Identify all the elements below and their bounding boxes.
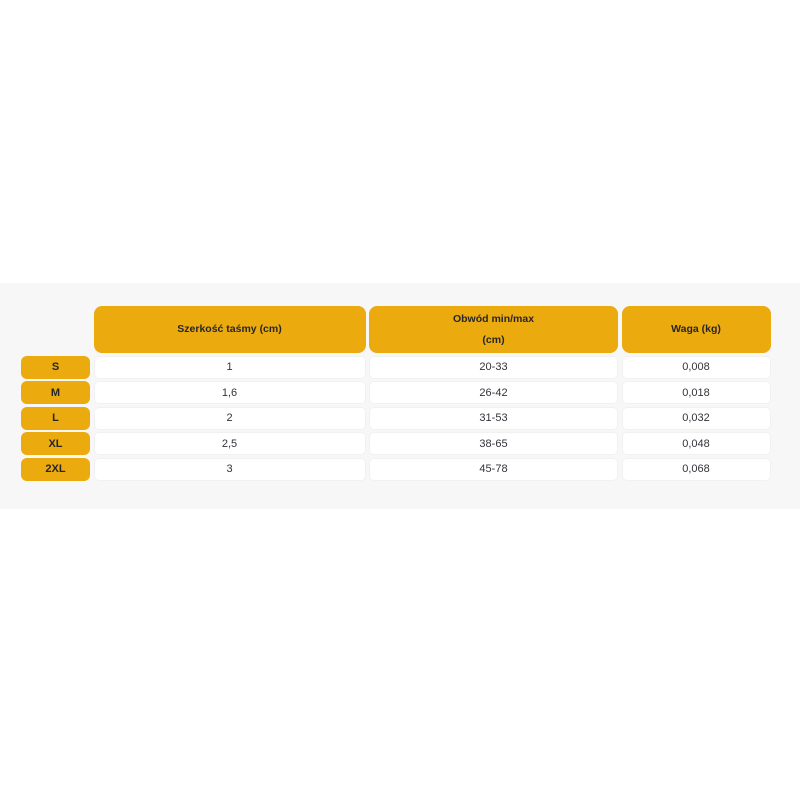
column-header-weight: Waga (kg): [621, 306, 771, 353]
size-table: Szerkość taśmy (cm) Obwód min/max (cm) W…: [21, 306, 771, 481]
cell-tape-width-s: 1: [93, 355, 366, 379]
cell-circumference-s: 20-33: [369, 355, 618, 379]
column-header-label: Szerkość taśmy (cm): [177, 323, 282, 335]
column-header-tape-width: Szerkość taśmy (cm): [93, 306, 366, 353]
cell-tape-width-2xl: 3: [93, 457, 366, 481]
cell-tape-width-m: 1,6: [93, 381, 366, 404]
size-label-xl: XL: [21, 432, 90, 455]
cell-circumference-2xl: 45-78: [369, 457, 618, 481]
table-corner-spacer: [21, 306, 90, 353]
column-header-label: Waga (kg): [671, 323, 721, 335]
size-label-l: L: [21, 406, 90, 430]
size-label-s: S: [21, 355, 90, 379]
cell-circumference-l: 31-53: [369, 406, 618, 430]
cell-circumference-m: 26-42: [369, 381, 618, 404]
cell-circumference-xl: 38-65: [369, 432, 618, 455]
column-header-circumference: Obwód min/max (cm): [369, 306, 618, 353]
cell-tape-width-l: 2: [93, 406, 366, 430]
cell-tape-width-xl: 2,5: [93, 432, 366, 455]
column-header-label-line2: (cm): [482, 333, 505, 346]
cell-weight-l: 0,032: [621, 406, 771, 430]
cell-weight-2xl: 0,068: [621, 457, 771, 481]
size-label-2xl: 2XL: [21, 457, 90, 481]
column-header-label: Obwód min/max: [452, 312, 535, 325]
cell-weight-m: 0,018: [621, 381, 771, 404]
size-label-m: M: [21, 381, 90, 404]
cell-weight-xl: 0,048: [621, 432, 771, 455]
cell-weight-s: 0,008: [621, 355, 771, 379]
size-table-section: Szerkość taśmy (cm) Obwód min/max (cm) W…: [0, 283, 800, 509]
